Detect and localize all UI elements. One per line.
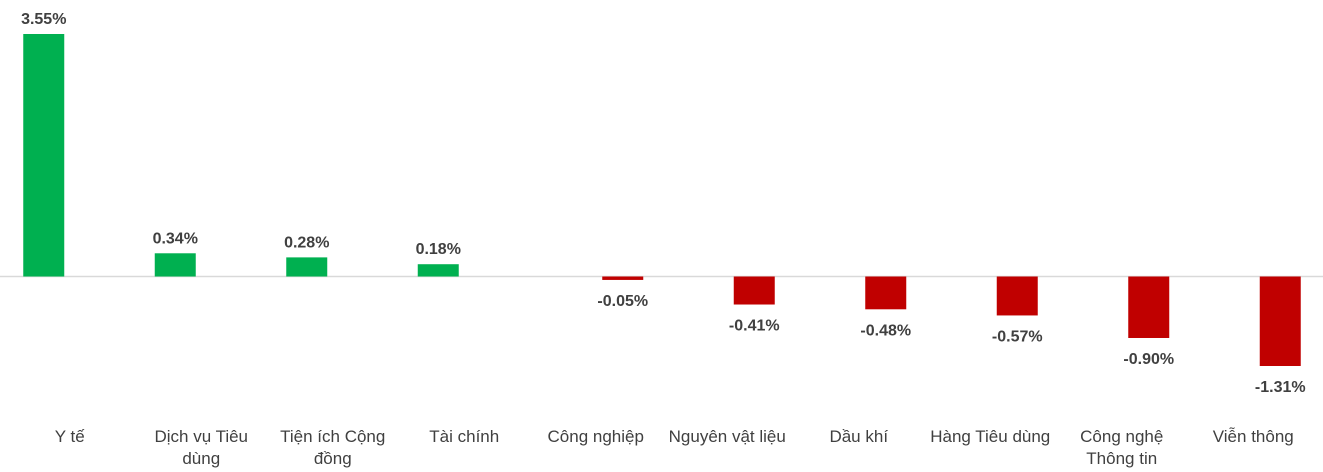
bar xyxy=(865,276,907,310)
value-label: -0.57% xyxy=(992,328,1043,345)
value-label: -1.31% xyxy=(1255,379,1306,396)
category-label: Công nghệ Thông tin xyxy=(1080,427,1164,468)
category-label: Tài chính xyxy=(429,427,500,446)
value-label: -0.90% xyxy=(1123,351,1174,368)
value-label: 0.34% xyxy=(153,230,198,247)
plot: 3.55% 0.34% 0.28% 0.18% -0.05% -0.41% -0.48% -0… xyxy=(0,11,1323,396)
value-label: -0.05% xyxy=(597,293,648,310)
value-label: -0.41% xyxy=(729,318,780,335)
value-label: 3.55% xyxy=(21,11,66,28)
bar xyxy=(286,257,328,277)
category-label: Viễn thông xyxy=(1212,427,1294,446)
bar xyxy=(23,34,65,277)
bar xyxy=(1259,276,1301,366)
category-label: Hàng Tiêu dùng xyxy=(930,427,1051,446)
value-label: 0.28% xyxy=(284,234,329,251)
category-label: Dầu khí xyxy=(829,427,889,446)
value-label: -0.48% xyxy=(860,322,911,339)
category-label: Dịch vụ Tiêu dùng xyxy=(154,427,249,468)
bar xyxy=(602,276,644,280)
category-label: Tiện ích Cộng đồng xyxy=(280,427,386,468)
bar xyxy=(417,264,459,277)
bar xyxy=(1128,276,1170,338)
bar xyxy=(733,276,775,305)
value-label: 0.18% xyxy=(416,241,461,258)
bar xyxy=(154,253,196,277)
category-label: Y tế xyxy=(54,427,85,446)
bar xyxy=(996,276,1038,316)
category-label: Nguyên vật liệu xyxy=(668,427,786,446)
category-label: Công nghiệp xyxy=(547,427,644,446)
